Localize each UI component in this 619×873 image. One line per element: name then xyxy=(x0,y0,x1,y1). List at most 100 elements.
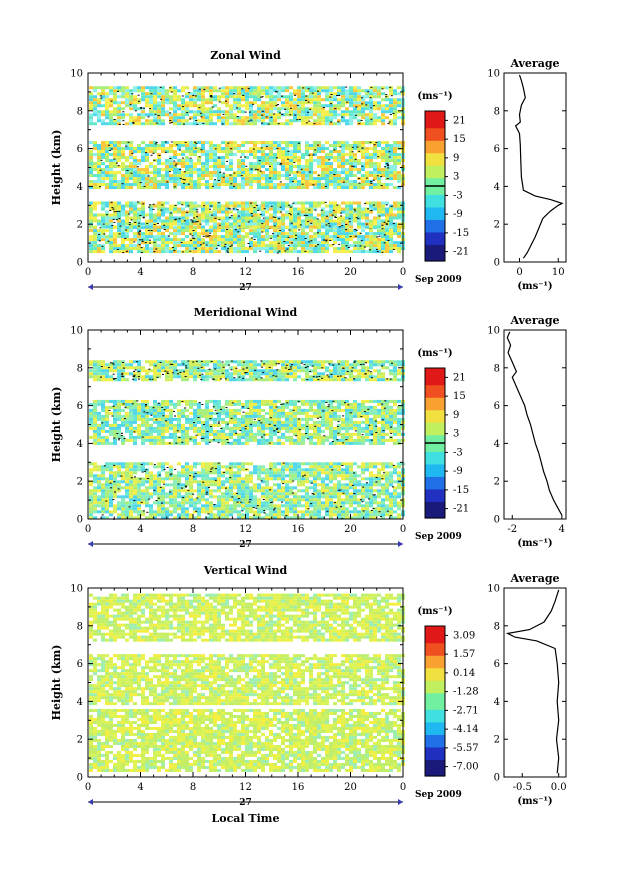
field-cell xyxy=(237,104,241,108)
field-cell xyxy=(105,483,109,487)
field-cell xyxy=(329,162,333,166)
field-cell xyxy=(249,247,253,251)
zero-contour-mark xyxy=(357,218,360,220)
zero-contour-mark xyxy=(147,175,150,177)
field-cell xyxy=(281,141,285,145)
field-cell xyxy=(277,141,281,145)
field-cell xyxy=(257,471,261,475)
zero-contour-mark xyxy=(293,162,296,164)
field-cell xyxy=(177,98,181,102)
field-cell xyxy=(205,159,209,163)
field-cell xyxy=(197,225,201,229)
field-cell xyxy=(345,110,349,114)
field-cell xyxy=(141,159,145,163)
zero-contour-mark xyxy=(169,120,172,121)
field-cell xyxy=(241,216,245,220)
field-cell xyxy=(349,92,353,96)
zero-contour-mark xyxy=(155,142,158,143)
field-cell xyxy=(129,216,133,220)
zero-contour-mark xyxy=(336,95,339,96)
field-cell xyxy=(149,232,153,236)
field-cell xyxy=(289,122,293,126)
field-cell xyxy=(313,468,317,472)
field-cell xyxy=(177,119,181,123)
field-cell xyxy=(129,89,133,93)
field-cell xyxy=(209,159,213,163)
field-cell xyxy=(237,489,241,493)
field-cell xyxy=(293,201,297,205)
field-cell xyxy=(265,147,269,151)
field-cell xyxy=(277,89,281,93)
field-cell xyxy=(377,219,381,223)
field-cell xyxy=(177,250,181,254)
zero-contour-mark xyxy=(332,244,335,246)
field-cell xyxy=(269,107,273,111)
field-cell xyxy=(381,86,385,90)
field-cell xyxy=(289,95,293,99)
field-cell xyxy=(173,183,177,187)
field-cell xyxy=(185,141,189,145)
field-cell xyxy=(153,174,157,178)
avg-y-tick-label: 6 xyxy=(494,144,500,155)
field-cell xyxy=(313,480,317,484)
field-cell xyxy=(353,86,357,90)
field-cell xyxy=(377,480,381,484)
field-cell xyxy=(217,226,221,230)
field-cell xyxy=(209,86,213,90)
field-cell xyxy=(341,241,345,245)
field-cell xyxy=(281,165,285,169)
field-cell xyxy=(397,104,401,108)
field-cell xyxy=(321,98,325,102)
zero-contour-mark xyxy=(279,181,282,183)
field-cell xyxy=(229,95,233,99)
field-cell xyxy=(169,156,173,160)
field-cell xyxy=(289,498,293,502)
field-cell xyxy=(157,471,161,475)
field-cell xyxy=(361,244,365,248)
field-cell xyxy=(357,201,361,205)
field-cell xyxy=(357,465,361,469)
field-cell xyxy=(365,213,369,217)
field-cell xyxy=(117,219,121,223)
field-cell xyxy=(153,147,157,151)
field-cell xyxy=(337,159,341,163)
zero-contour-mark xyxy=(383,242,386,244)
field-cell xyxy=(157,213,161,217)
field-cell xyxy=(269,183,273,187)
field-cell xyxy=(281,250,285,254)
field-cell xyxy=(129,150,133,154)
field-cell xyxy=(141,180,145,184)
field-cell xyxy=(157,207,161,211)
field-cell xyxy=(149,219,153,223)
field-cell xyxy=(321,165,325,169)
field-cell xyxy=(225,213,229,217)
zero-contour-mark xyxy=(317,90,320,92)
field-cell xyxy=(153,501,157,505)
field-cell xyxy=(197,150,201,154)
field-cell xyxy=(261,507,265,511)
field-cell xyxy=(189,513,193,517)
field-cell xyxy=(217,468,221,472)
field-cell xyxy=(157,229,161,233)
zero-contour-mark xyxy=(132,122,135,124)
field-cell xyxy=(353,462,357,466)
field-cell xyxy=(205,468,209,472)
field-cell xyxy=(185,229,189,233)
field-cell xyxy=(205,183,209,187)
colorbar-swatch xyxy=(425,240,445,245)
field-cell xyxy=(113,119,117,123)
field-cell xyxy=(281,204,285,208)
zero-contour-mark xyxy=(247,243,250,244)
field-cell xyxy=(397,495,401,499)
field-cell xyxy=(269,159,273,163)
zero-contour-mark xyxy=(163,224,166,226)
field-cell xyxy=(373,201,377,205)
field-cell xyxy=(261,89,265,93)
zero-contour-mark xyxy=(198,107,201,109)
zero-contour-mark xyxy=(236,209,239,211)
field-cell xyxy=(265,468,269,472)
field-cell xyxy=(257,110,261,114)
field-cell xyxy=(109,225,113,229)
field-cell xyxy=(361,210,365,214)
